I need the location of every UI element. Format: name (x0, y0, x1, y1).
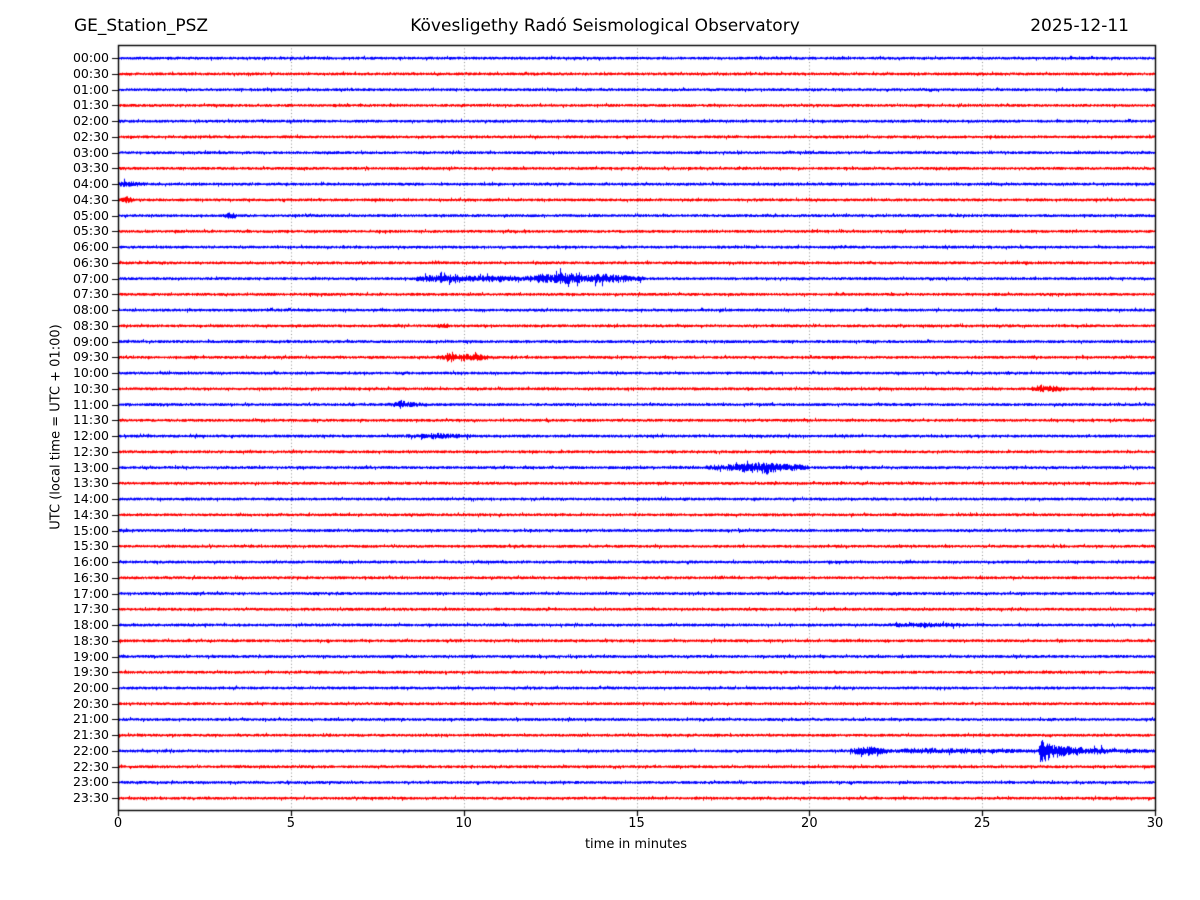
y-tick-label: 15:00 (72, 522, 109, 538)
y-tick-label: 20:30 (72, 695, 109, 711)
y-tick-label: 06:30 (72, 254, 109, 270)
y-tick-label: 00:30 (72, 65, 109, 81)
y-tick-label: 00:00 (72, 49, 109, 65)
y-tick-label: 13:30 (72, 475, 109, 491)
y-tick-label: 12:30 (72, 443, 109, 459)
y-tick-label: 14:30 (72, 506, 109, 522)
y-tick-label: 14:00 (72, 490, 109, 506)
y-tick-label: 09:30 (72, 349, 109, 365)
y-tick-label: 13:00 (72, 459, 109, 475)
x-axis-label: time in minutes (584, 837, 688, 852)
x-tick-label: 20 (801, 816, 818, 831)
y-tick-label: 06:00 (72, 238, 109, 254)
x-tick-label: 5 (286, 816, 295, 831)
y-tick-label: 10:00 (72, 364, 109, 380)
y-tick-label: 10:30 (72, 380, 109, 396)
y-tick-label: 02:30 (72, 128, 109, 144)
y-tick-label: 04:30 (72, 191, 109, 207)
station-title: GE_Station_PSZ (74, 16, 209, 36)
x-tick-label: 10 (455, 816, 472, 831)
y-tick-label: 11:00 (72, 396, 109, 412)
y-tick-label: 11:30 (72, 412, 109, 428)
y-tick-label: 15:30 (72, 538, 109, 554)
y-tick-label: 21:00 (72, 711, 109, 727)
y-tick-label: 19:30 (72, 664, 109, 679)
y-tick-label: 08:00 (72, 301, 109, 317)
y-tick-label: 03:30 (72, 160, 109, 176)
y-tick-label: 16:30 (72, 569, 109, 585)
y-tick-label: 20:00 (72, 679, 109, 695)
plot-date: 2025-12-11 (1030, 16, 1129, 36)
y-tick-label: 17:00 (72, 585, 109, 601)
y-tick-label: 07:30 (72, 286, 109, 302)
y-tick-label: 02:00 (72, 112, 109, 128)
x-tick-label: 15 (628, 816, 645, 831)
y-tick-label: 01:00 (72, 81, 109, 97)
y-tick-label: 18:30 (72, 632, 109, 648)
y-tick-label: 01:30 (72, 97, 109, 113)
y-tick-label: 07:00 (72, 270, 109, 286)
y-tick-label: 18:00 (72, 616, 109, 632)
y-tick-label: 16:00 (72, 553, 109, 569)
y-tick-label: 21:30 (72, 726, 109, 742)
y-tick-label: 04:00 (72, 175, 109, 191)
y-tick-label: 22:30 (72, 758, 109, 774)
y-tick-label: 17:30 (72, 601, 109, 617)
y-tick-label: 08:30 (72, 317, 109, 333)
x-tick-label: 30 (1146, 816, 1164, 831)
y-tick-label: 12:00 (72, 427, 109, 443)
x-tick-label: 0 (113, 816, 123, 831)
y-tick-label: 23:00 (72, 774, 109, 790)
y-tick-label: 05:30 (72, 223, 109, 239)
y-tick-label: 19:00 (72, 648, 109, 664)
y-tick-label: 03:00 (72, 144, 109, 160)
observatory-title: Kövesligethy Radó Seismological Observat… (410, 16, 800, 36)
y-tick-label: 23:30 (72, 789, 109, 805)
y-tick-label: 05:00 (72, 207, 109, 223)
y-tick-label: 22:00 (72, 742, 109, 758)
x-tick-label: 25 (973, 816, 991, 831)
y-tick-label: 09:00 (72, 333, 109, 349)
